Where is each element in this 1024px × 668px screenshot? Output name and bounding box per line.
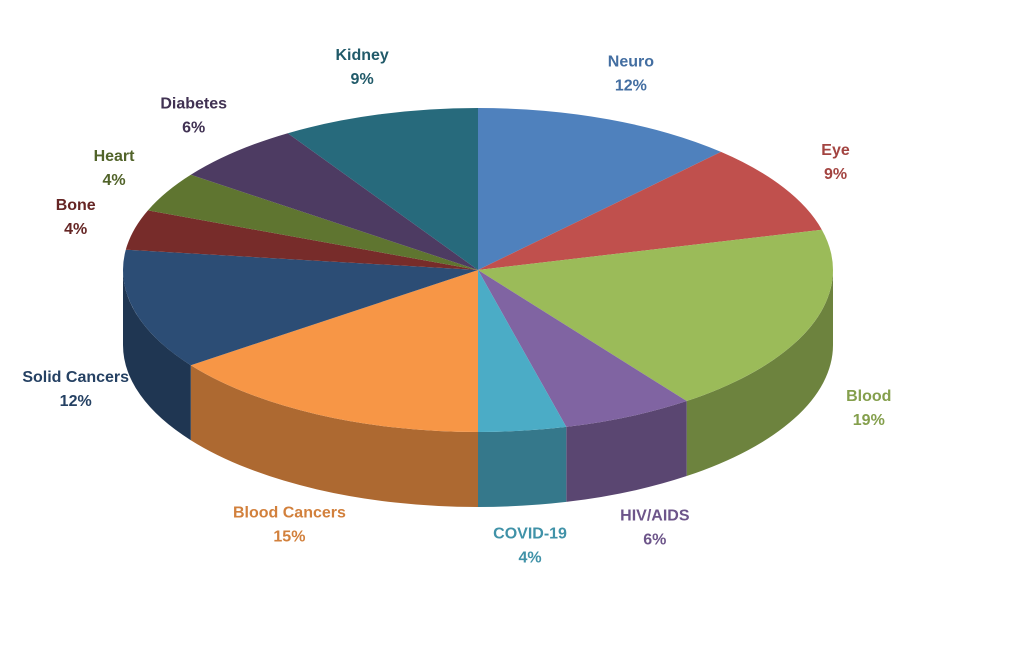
slice-side [190,365,479,507]
slice [190,270,479,432]
slice-label: Bone [56,197,96,214]
slice [478,108,722,270]
slice-value-label: 6% [182,120,205,137]
slice [190,133,479,270]
slice-side [122,270,191,441]
slice [478,229,834,402]
slice-side [686,270,833,477]
slice-value-label: 9% [824,166,847,183]
slice [123,249,479,366]
slice-label: Neuro [608,53,654,70]
slice-value-label: 4% [64,221,87,238]
slice-label: Blood [846,388,891,405]
slice-label: Eye [821,142,850,159]
slice [478,270,567,432]
slice-label: Diabetes [160,96,227,113]
slice-label: Heart [94,148,136,165]
slice-value-label: 4% [102,172,125,189]
slice-value-label: 4% [518,550,541,567]
slice-label: Kidney [335,47,388,64]
slice-value-label: 12% [60,393,92,410]
slice-label: Blood Cancers [233,504,346,521]
slice-label: COVID-19 [493,526,567,543]
slice [125,210,478,270]
slice [147,174,478,270]
slice [478,151,822,270]
slice-value-label: 15% [273,528,305,545]
slice-value-label: 12% [615,77,647,94]
slice [478,270,687,427]
slice-value-label: 6% [643,531,666,548]
slice-label: HIV/AIDS [620,507,690,524]
slice-side [566,401,687,502]
slice-label: Solid Cancers [22,369,129,386]
slice-side [478,426,567,507]
slice-value-label: 9% [351,71,374,88]
slice-value-label: 19% [853,412,885,429]
slice [287,108,478,270]
